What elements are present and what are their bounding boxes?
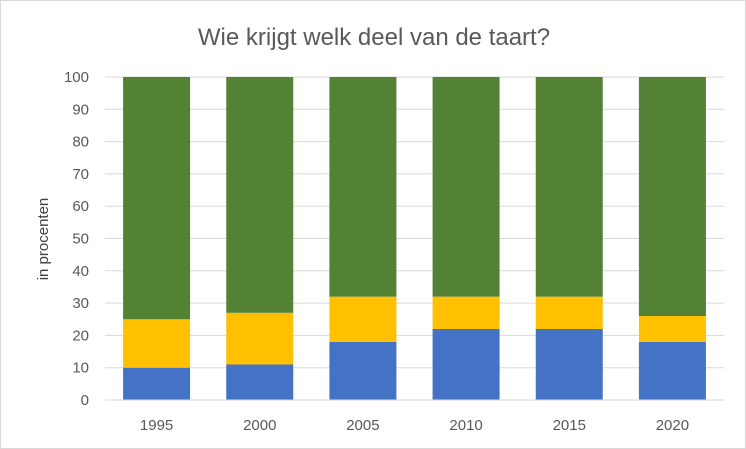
gridlines xyxy=(105,76,724,369)
x-tick-label: 2020 xyxy=(656,417,689,434)
bar-segment xyxy=(432,296,500,329)
bar-segment xyxy=(226,77,294,313)
y-tick-label: 10 xyxy=(72,360,89,377)
bar-segment xyxy=(123,319,191,368)
bar-segment xyxy=(329,296,397,342)
bar-segment xyxy=(638,77,706,317)
x-tick-labels: 1995 2000 2005 2010 2015 2020 xyxy=(140,417,689,434)
y-tick-label: 40 xyxy=(72,263,89,280)
x-tick-label: 2015 xyxy=(553,417,586,434)
y-tick-label: 80 xyxy=(72,134,89,151)
y-tick-label: 30 xyxy=(72,295,89,312)
bar-segment xyxy=(638,341,706,400)
chart-title: Wie krijgt welk deel van de taart? xyxy=(198,24,550,51)
y-tick-label: 70 xyxy=(72,166,89,183)
x-tick-label: 2010 xyxy=(449,417,482,434)
x-tick-label: 1995 xyxy=(140,417,173,434)
y-tick-label: 50 xyxy=(72,231,89,248)
x-tick-label: 2005 xyxy=(346,417,379,434)
y-tick-label: 20 xyxy=(72,327,89,344)
bar-segment xyxy=(535,328,603,400)
bar-segment xyxy=(329,77,397,297)
y-tick-labels: 0 10 20 30 40 50 60 70 80 90 100 xyxy=(64,69,89,409)
x-tick-label: 2000 xyxy=(243,417,276,434)
y-tick-label: 100 xyxy=(64,69,89,86)
y-tick-label: 0 xyxy=(81,392,89,409)
bar-segment xyxy=(535,77,603,297)
bar-segment xyxy=(123,77,191,320)
bar-segment xyxy=(432,77,500,297)
bar-segment xyxy=(123,367,191,400)
bar-segment xyxy=(638,316,706,342)
y-tick-label: 90 xyxy=(72,101,89,118)
bar-segment xyxy=(226,364,294,400)
bar-segment xyxy=(226,312,294,365)
bars xyxy=(123,77,706,400)
bar-segment xyxy=(329,341,397,400)
bar-segment xyxy=(432,328,500,400)
y-tick-label: 60 xyxy=(72,198,89,215)
bar-segment xyxy=(535,296,603,329)
y-axis-title: in procenten xyxy=(35,198,52,281)
